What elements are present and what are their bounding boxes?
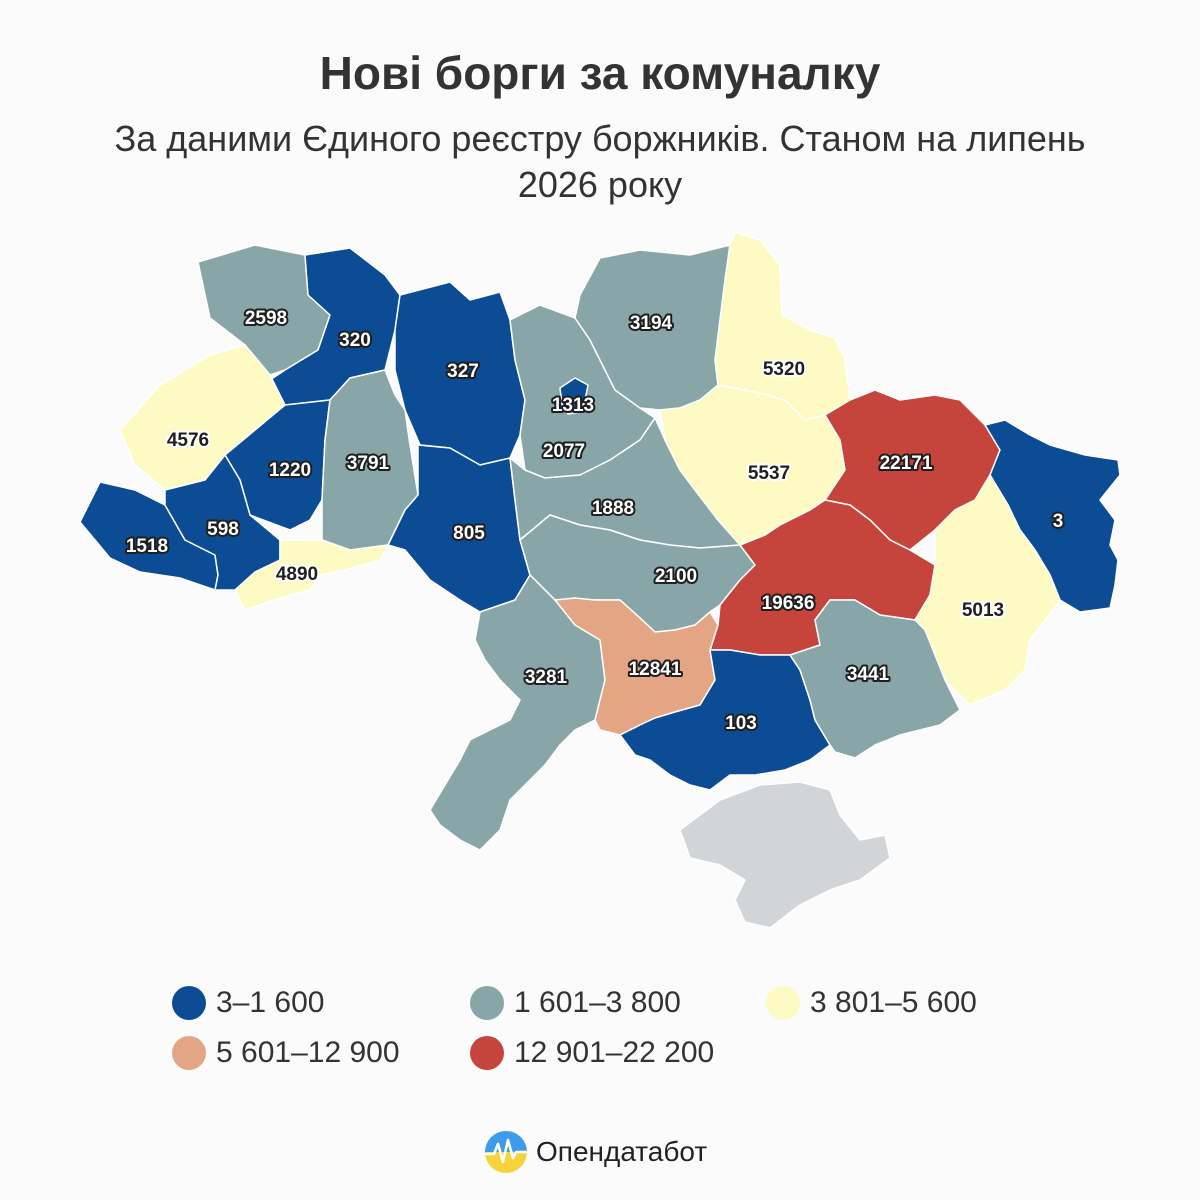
region-chernivtsi: [234, 539, 389, 611]
label-luhansk: 3: [1053, 511, 1064, 532]
legend-label: 12 901–22 200: [514, 1036, 715, 1069]
label-kyiv-city: 1313: [552, 395, 594, 416]
label-poltava: 5537: [748, 463, 790, 484]
map-subtitle: За даними Єдиного реєстру боржників. Ста…: [114, 118, 1086, 205]
label-khmelnytskyi: 3791: [347, 453, 390, 474]
brand: Опендатабот: [484, 1130, 707, 1174]
region-crimea: [679, 781, 891, 929]
label-kherson: 103: [725, 713, 757, 734]
label-kirovohrad: 2100: [655, 566, 697, 587]
legend-item: 1 601–3 800: [470, 986, 681, 1020]
label-zhytomyr: 327: [447, 361, 479, 382]
region-kyiv-city: [559, 377, 589, 415]
legend-label: 1 601–3 800: [514, 986, 681, 1019]
legend-item: 5 601–12 900: [172, 1036, 400, 1070]
brand-name: Опендатабот: [536, 1136, 708, 1167]
legend-item: 3 801–5 600: [766, 986, 977, 1020]
region-zaporizhzhia: [789, 599, 961, 759]
label-dnipropetrovsk: 19636: [762, 593, 815, 614]
legend-swatch: [470, 986, 504, 1020]
legend-swatch: [470, 1036, 504, 1070]
opendatabot-logo-icon: [485, 1131, 527, 1173]
legend-label: 3–1 600: [216, 986, 325, 1019]
legend-swatch: [766, 986, 800, 1020]
legend-swatch: [172, 1036, 206, 1070]
label-chernihiv: 3194: [630, 313, 673, 334]
legend-item: 3–1 600: [172, 986, 324, 1020]
label-zaporizhzhia: 3441: [847, 664, 890, 685]
label-sumy: 5320: [763, 359, 805, 380]
label-volyn: 2598: [245, 308, 287, 329]
legend-label: 5 601–12 900: [216, 1036, 400, 1069]
label-donetsk: 5013: [962, 600, 1004, 621]
label-odesa: 3281: [525, 667, 568, 688]
label-ivano-frankivsk: 598: [207, 519, 239, 540]
label-rivne: 320: [339, 330, 371, 351]
legend-item: 12 901–22 200: [470, 1036, 714, 1070]
legend-label: 3 801–5 600: [810, 986, 977, 1019]
label-kharkiv: 22171: [880, 453, 933, 474]
label-ternopil: 1220: [269, 460, 311, 481]
label-mykolaiv: 12841: [629, 659, 682, 680]
legend-swatch: [172, 986, 206, 1020]
label-chernivtsi: 4890: [276, 564, 318, 585]
region-zhytomyr: [394, 281, 526, 466]
label-zakarpattia: 1518: [126, 536, 168, 557]
label-kyiv-oblast: 2077: [543, 441, 585, 462]
map-title: Нові борги за комуналку: [319, 47, 881, 99]
label-vinnytsia: 805: [453, 523, 485, 544]
label-cherkasy: 1888: [592, 498, 634, 519]
label-lviv: 4576: [167, 430, 209, 451]
